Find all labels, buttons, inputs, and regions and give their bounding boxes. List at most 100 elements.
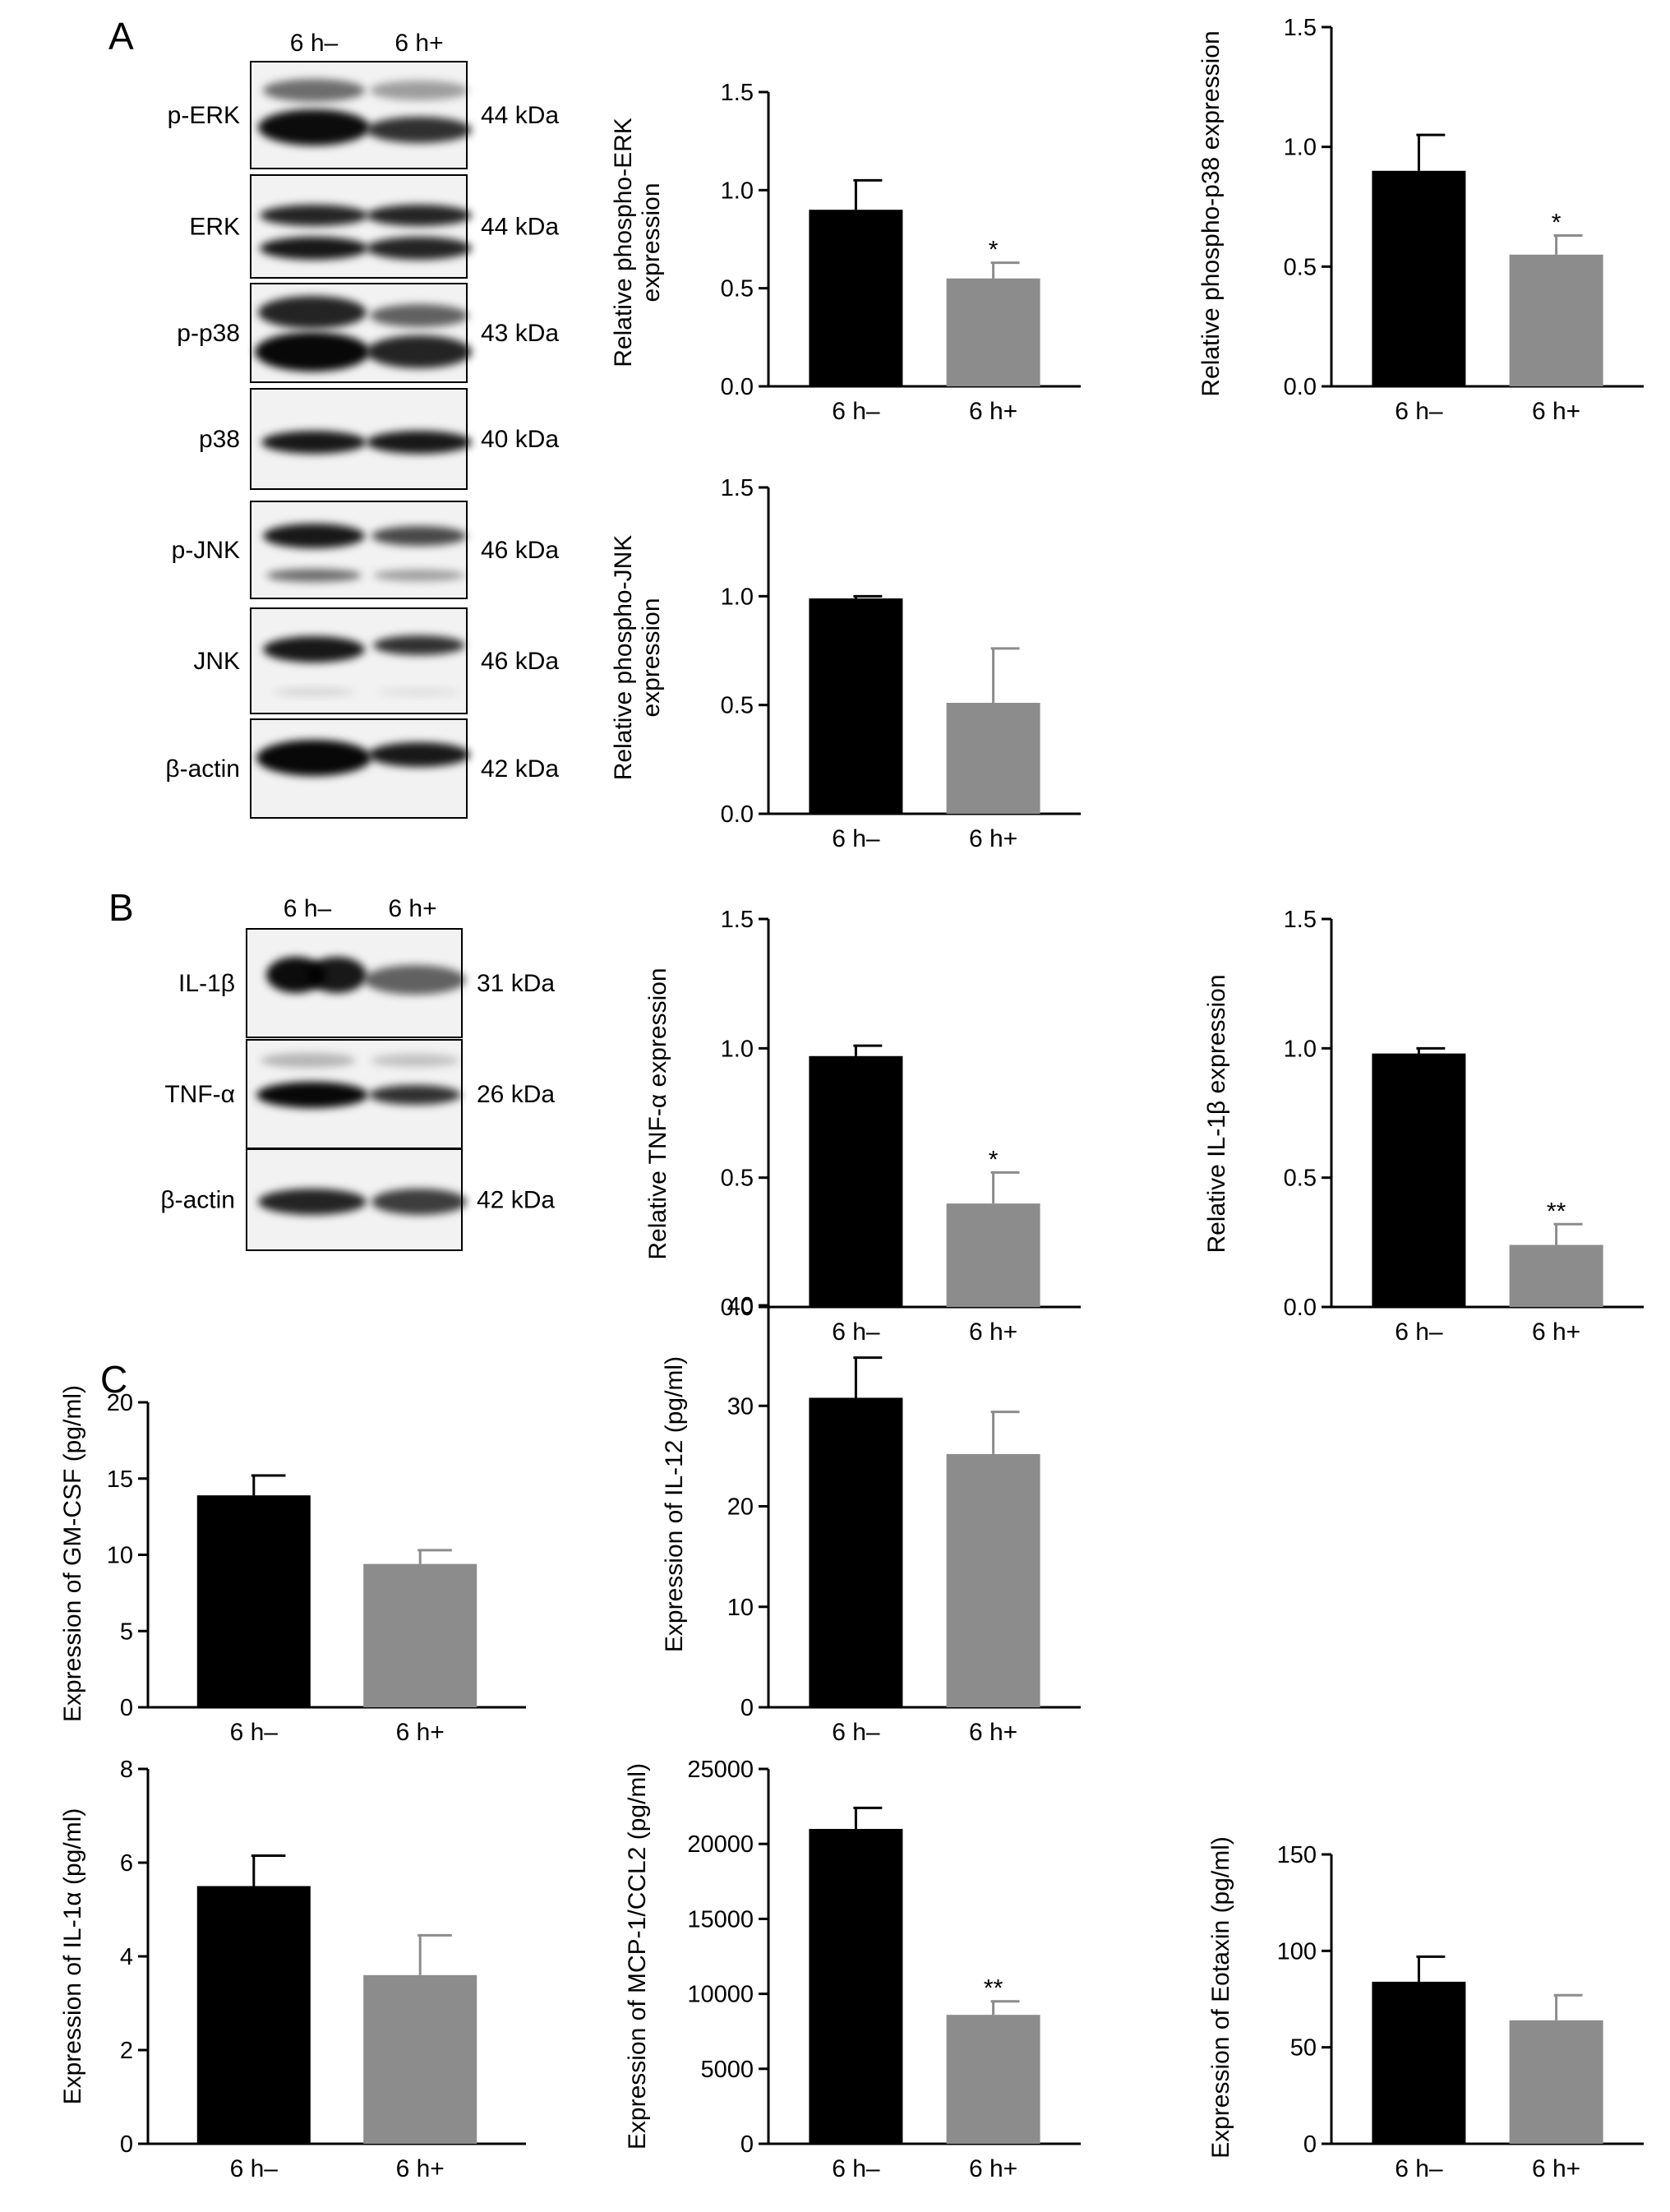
chart-phospho-jnk: 0.0 0.5 1.0 1.5 6 h– 6 h+ Relative phospho-JNK… [610,475,1081,852]
blot-band [371,1189,467,1215]
blot-row-label: p-JNK [172,537,240,564]
chart-tnf-alpha: 0.0 0.5 1.0 1.5 6 h– * 6 h+ Relative TNF-α expr… [644,907,1081,1346]
y-tick-label: 0 [740,2131,754,2158]
y-axis-title: Relative phospho-JNKexpression [610,535,665,781]
blot-kda-label: 43 kDa [481,320,559,347]
y-tick-label: 1.5 [1284,15,1317,41]
y-tick-label: 20 [727,1494,754,1521]
blot-strips: p-ERK 44 kDa ERK 44 kDa p-p38 43 kDa p38 40 kDa… [160,61,559,1251]
blot-band [371,526,467,546]
blot-band [255,332,370,372]
blot-band [368,742,470,767]
x-category-label: 6 h+ [969,1318,1017,1346]
y-tick-label: 15000 [687,1906,754,1933]
blot-band [378,688,460,696]
blot-strip-frame [250,174,468,279]
y-tick-label: 10000 [687,1982,754,2008]
bar-treated [1509,254,1603,386]
bar-control [809,1828,903,2144]
blot-kda-label: 42 kDa [477,1187,555,1214]
y-tick-label: 1.0 [721,1036,754,1062]
blot-strip-tnf: TNF-α 26 kDa [164,1039,555,1149]
y-tick-label: 0.0 [721,374,754,400]
blot-band [367,205,472,226]
blot-band [369,1085,461,1105]
significance-marker: * [1552,209,1562,236]
blot-strip-il-1: IL-1β 31 kDa [178,928,555,1038]
x-category-label: 6 h+ [1532,398,1580,425]
y-tick-label: 150 [1277,1842,1317,1868]
y-tick-label: 0.5 [721,1166,754,1192]
panel-label-c: C [100,1358,127,1401]
y-axis-title: Relative TNF-α expression [644,967,671,1259]
y-tick-label: 0.5 [1284,254,1317,280]
blot-band [261,431,367,454]
blot-row-label: β-actin [160,1187,235,1214]
blot-band [258,296,367,329]
blot-band [373,635,465,655]
blot-row-label: p-p38 [177,320,240,347]
y-tick-label: 1.0 [721,178,754,204]
panel-label-a: A [108,15,134,58]
y-tick-label: 0.0 [1284,374,1317,400]
blot-row-label: ERK [189,214,240,241]
significance-marker: * [989,1146,999,1173]
y-tick-label: 8 [120,1757,133,1783]
chart-mcp-1: 0 5000 10000 15000 20000 25000 6 h– ** 6 h+ Expre… [624,1757,1081,2182]
x-category-label: 6 h– [1395,2155,1443,2182]
blot-band [373,570,465,581]
blot-kda-label: 31 kDa [477,970,555,997]
y-axis-title: Expression of Eotaxin (pg/ml) [1207,1836,1234,2159]
y-tick-label: 0 [740,1695,754,1721]
blot-band [263,636,365,663]
blot-kda-label: 44 kDa [481,102,559,129]
blot-band [256,740,371,776]
blot-strip-p-erk: p-ERK 44 kDa [168,61,559,169]
y-tick-label: 1.5 [721,907,754,933]
blot-band [260,205,368,226]
bar-treated [363,1974,477,2144]
blot-kda-label: 44 kDa [481,214,559,241]
y-tick-label: 0.5 [721,276,754,302]
blot-strip-p-jnk: p-JNK 46 kDa [172,501,559,599]
blot-kda-label: 46 kDa [481,537,559,564]
x-category-label: 6 h+ [1532,1318,1580,1346]
blot-band [364,965,466,995]
blot-band [260,237,368,260]
chart-eotaxin: 0 50 100 150 6 h– 6 h+ Expression of Eotaxin (… [1207,1836,1644,2182]
blot-band [370,81,468,100]
y-tick-label: 0.5 [1284,1166,1317,1192]
bar-treated [946,703,1040,814]
blot-a-lane-1: 6 h– [290,30,339,57]
y-axis-title: Expression of MCP-1/CCL2 (pg/ml) [624,1763,651,2150]
bar-control [809,1397,903,1707]
y-tick-label: 30 [727,1393,754,1420]
y-tick-label: 10 [107,1543,133,1569]
blot-kda-label: 46 kDa [481,648,559,675]
blot-band [371,1054,459,1067]
x-category-label: 6 h– [230,1719,279,1746]
x-category-label: 6 h+ [396,2155,445,2182]
blot-band [307,957,367,993]
chart-phospho-erk: 0.0 0.5 1.0 1.5 6 h– * 6 h+ Relative phospho-ER… [610,80,1081,425]
y-tick-label: 1.5 [721,475,754,501]
y-tick-label: 10 [727,1595,754,1621]
x-category-label: 6 h+ [969,825,1017,852]
y-tick-label: 5000 [700,2057,754,2083]
bar-treated [946,2015,1040,2144]
chart-gm-csf: 0 5 10 15 20 6 h– 6 h+ Expression of GM-CSF (pg… [59,1385,526,1746]
blot-band [258,109,370,145]
blot-strip-p-p38: p-p38 43 kDa [177,283,559,383]
y-tick-label: 0.0 [1284,1295,1317,1321]
blot-strip-frame [250,501,468,599]
y-tick-label: 25000 [687,1757,754,1783]
bar-control [196,1495,311,1707]
x-category-label: 6 h+ [969,1719,1017,1746]
y-axis-title: Expression of IL-1α (pg/ml) [59,1808,86,2105]
x-category-label: 6 h– [832,2155,880,2182]
y-tick-label: 20 [107,1390,133,1416]
blot-b-lane-2: 6 h+ [388,895,436,922]
y-tick-label: 0.0 [721,801,754,828]
y-axis-title: Relative IL-1β expression [1203,974,1230,1253]
blot-row-label: p38 [199,426,240,453]
